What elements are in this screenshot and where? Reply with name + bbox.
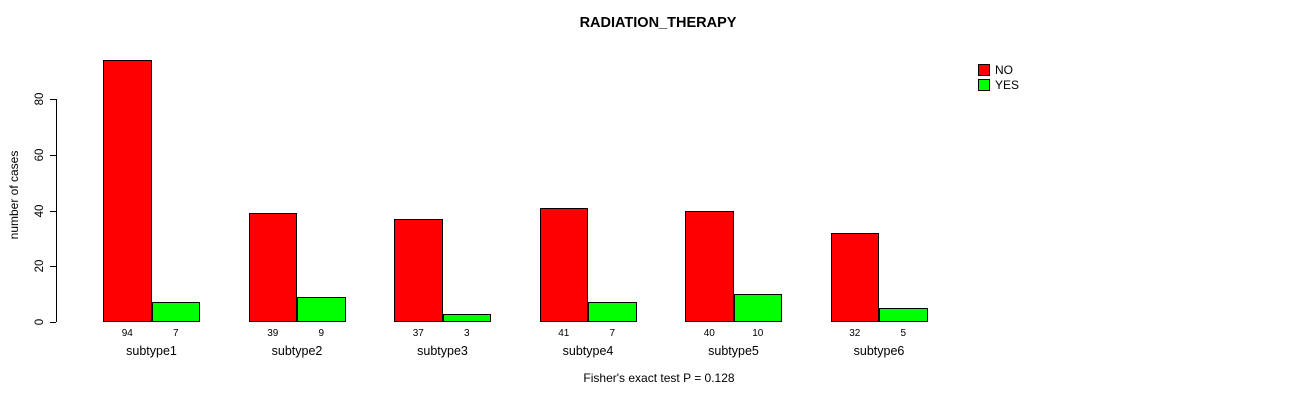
legend-swatch-yes-icon [978,78,990,91]
y-axis-line [56,99,57,322]
y-tick-mark [50,154,56,156]
y-tick-mark [50,99,56,100]
bar-yes-subtype3 [442,313,491,322]
bar-yes-subtype4 [588,302,637,322]
bar-no-subtype1 [103,59,152,322]
y-tick-label: 20 [34,259,46,273]
bar-count-label: 9 [318,328,325,339]
y-tick-label: 60 [34,148,46,162]
bar-count-label: 40 [703,328,715,339]
y-tick-mark [50,266,56,268]
legend-swatch-no-icon [978,63,990,76]
bar-yes-subtype2 [297,296,346,322]
bar-yes-subtype1 [151,302,200,322]
x-category-label: subtype5 [708,344,759,358]
legend-row-yes: YES [978,77,1019,92]
y-tick-label: 40 [34,204,46,217]
footnote-fisher-test: Fisher's exact test P = 0.128 [583,371,735,385]
y-axis-title: number of cases [7,150,21,240]
bar-no-subtype5 [685,210,734,322]
legend-row-no: NO [978,62,1019,77]
x-category-label: subtype4 [562,344,614,358]
y-tick-label: 80 [34,92,46,106]
bar-no-subtype4 [539,207,588,322]
legend: NO YES [978,62,1019,92]
bar-no-subtype2 [248,213,297,322]
bar-count-label: 7 [609,328,616,339]
x-category-label: subtype3 [417,344,468,358]
bar-count-label: 7 [172,328,179,339]
bar-count-label: 32 [849,328,861,339]
bar-count-label: 3 [463,328,470,339]
bar-no-subtype3 [394,218,443,322]
x-category-label: subtype1 [126,344,177,358]
bar-count-label: 10 [752,328,764,339]
y-tick-mark [50,210,56,212]
y-tick-mark [50,322,56,323]
legend-label-no: NO [995,62,1013,77]
bar-yes-subtype6 [879,308,928,322]
x-category-label: subtype6 [853,344,905,358]
bar-count-label: 94 [121,328,133,339]
bar-yes-subtype5 [733,294,782,322]
y-tick-label: 0 [34,318,46,326]
bar-count-label: 5 [900,328,907,339]
chart-title: RADIATION_THERAPY [579,15,737,31]
x-category-label: subtype2 [271,344,323,358]
legend-label-yes: YES [995,77,1020,92]
bar-count-label: 39 [267,328,279,339]
bar-no-subtype6 [830,232,879,322]
bar-count-label: 37 [412,328,424,339]
bar-count-label: 41 [558,328,570,339]
